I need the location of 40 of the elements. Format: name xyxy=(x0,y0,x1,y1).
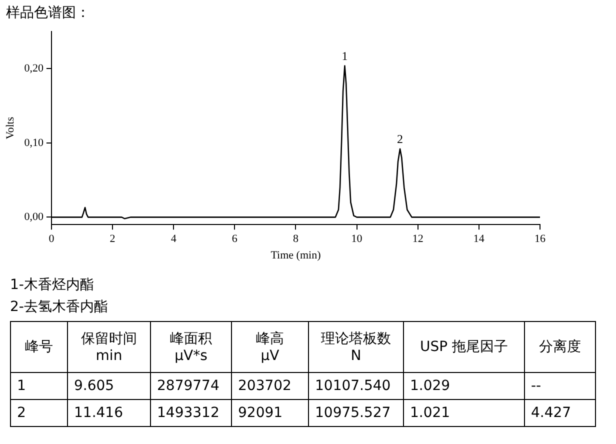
x-tick-label: 10 xyxy=(351,233,363,246)
text: 1.021 xyxy=(404,400,524,426)
x-tick-label: 8 xyxy=(292,233,299,246)
text: 10107.540 xyxy=(308,372,404,400)
text: 峰高 µV xyxy=(232,322,308,372)
x-tick-label: 2 xyxy=(110,233,116,246)
chart-title: 样品色谱图： xyxy=(6,4,90,22)
text: 92091 xyxy=(232,400,308,426)
text: USP 拖尾因子 xyxy=(404,322,524,372)
x-tick-label: 0 xyxy=(48,233,55,246)
text: 峰号 xyxy=(10,322,68,372)
annotation: 2 xyxy=(397,132,404,146)
text: 2-去氢木香内酯 xyxy=(10,298,108,317)
text: 11.416 xyxy=(68,400,150,426)
y-tick-label: 0,20 xyxy=(24,62,44,75)
text: 分离度 xyxy=(524,322,596,372)
text: 2879774 xyxy=(150,372,232,400)
x-tick-label: 4 xyxy=(170,233,177,246)
text: 1-木香烃内酯 xyxy=(10,276,95,295)
text: 2 xyxy=(10,400,68,426)
text: 保留时间 min xyxy=(68,322,150,372)
y-tick-label: 0,10 xyxy=(24,136,44,149)
x-tick-label: 16 xyxy=(534,233,546,246)
text: 9.605 xyxy=(68,372,150,400)
y-tick-label: 0,00 xyxy=(24,211,44,224)
text: 10975.527 xyxy=(308,400,404,426)
x-tick-label: 6 xyxy=(232,233,238,246)
text: 203702 xyxy=(232,372,308,400)
x-tick-label: 12 xyxy=(412,233,424,246)
text: 峰面积 µV*s xyxy=(150,322,232,372)
x-axis-title: Time (min) xyxy=(270,249,322,262)
text: 4.427 xyxy=(524,400,596,426)
y-axis-title: Volts xyxy=(4,116,16,140)
annotation: 1 xyxy=(342,48,348,63)
text: -- xyxy=(524,372,596,400)
text: 1.029 xyxy=(404,372,524,400)
text: 1 xyxy=(10,372,68,400)
x-tick-label: 14 xyxy=(473,233,485,246)
text: 1493312 xyxy=(150,400,232,426)
text: 理论塔板数 N xyxy=(308,322,404,372)
